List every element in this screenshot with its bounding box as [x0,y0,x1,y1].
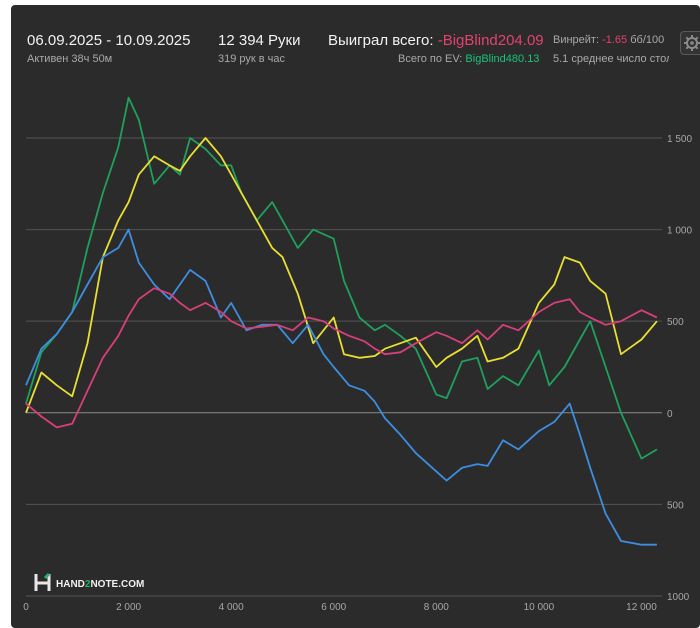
svg-text:HAND2NOTE.COM: HAND2NOTE.COM [56,579,144,590]
y-tick-label: 500 [667,317,684,328]
series-line-4 [25,287,658,429]
date-range: 06.09.2025 - 10.09.2025 [27,32,191,49]
x-tick-label: 2 000 [116,602,141,613]
x-tick-label: 6 000 [321,602,346,613]
grid-lines [26,137,662,597]
ev-value: BigBlind480.13 [465,53,540,65]
winrate: Винрейт: -1.65 бб/100 [553,34,669,46]
y-tick-label: 1 000 [667,226,692,237]
total-won-value: -BigBlind204.09 [437,32,544,49]
x-tick-label: 12 000 [626,602,657,613]
hand2note-logo: HAND2NOTE.COM [34,572,144,591]
hands-count: 12 394 Руки [218,32,301,49]
logo-text-two: 2 [85,579,91,590]
y-tick-label: 0 [667,409,673,420]
ev-total: Всего по EV: BigBlind480.13 [398,53,539,65]
ev-label: Всего по EV: [398,53,463,65]
x-tick-label: 4 000 [219,602,244,613]
x-tick-label: 0 [23,602,29,613]
x-tick-label: 10 000 [524,602,555,613]
logo-text-note: NOTE.COM [90,579,144,590]
winrate-value: -1.65 [602,34,628,46]
x-axis-ticks: 0 2 000 4 000 6 000 8 000 10 000 12 000 [23,602,657,613]
gear-icon [684,35,700,51]
series-line-1 [25,96,658,460]
total-won-label: Выиграл всего: [328,32,434,49]
total-won: Выиграл всего: -BigBlind204.09 [328,32,544,49]
hands-per-hour: 319 рук в час [218,53,286,65]
logo-text-hand: HAND [56,579,85,590]
y-tick-label: 500 [667,500,684,511]
winrate-label: Винрейт: [553,34,600,46]
y-tick-label: 1000 [667,592,690,603]
series-line-2 [25,137,658,414]
series-line-3 [25,228,657,546]
winrate-unit: бб/100 [630,34,665,46]
logo-mark-icon [34,574,51,591]
y-tick-label: 1 500 [667,134,692,145]
avg-tables: 5.1 среднее число столов [553,53,669,65]
settings-button[interactable] [680,31,700,55]
x-tick-label: 8 000 [424,602,449,613]
active-time: Активен 38ч 50м [27,53,113,65]
series-lines [25,96,658,546]
chart-panel: 06.09.2025 - 10.09.2025 Активен 38ч 50м … [11,5,700,628]
